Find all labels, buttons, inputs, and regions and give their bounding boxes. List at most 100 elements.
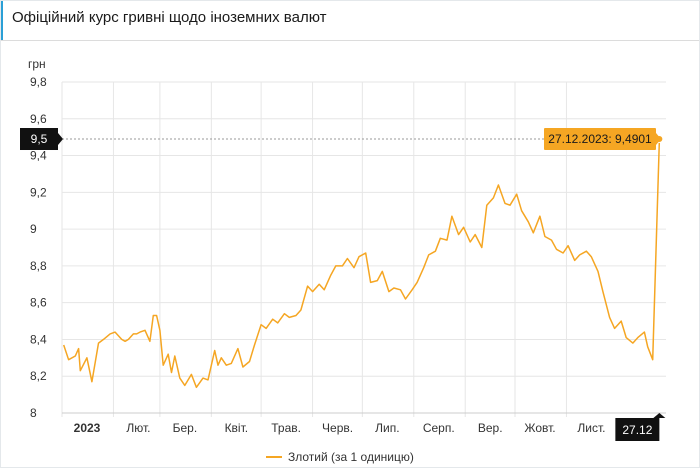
data-point[interactable] — [457, 233, 461, 237]
data-point[interactable] — [173, 354, 177, 358]
series-line-zloty[interactable] — [62, 138, 661, 389]
data-point[interactable] — [299, 308, 303, 312]
data-point[interactable] — [311, 290, 315, 294]
data-point[interactable] — [241, 365, 245, 369]
data-point[interactable] — [62, 343, 66, 347]
data-point[interactable] — [345, 257, 349, 261]
data-point[interactable] — [601, 290, 605, 294]
data-point[interactable] — [427, 253, 431, 257]
data-point[interactable] — [219, 356, 223, 360]
data-point[interactable] — [596, 269, 600, 273]
data-point[interactable] — [259, 323, 263, 327]
data-point[interactable] — [138, 330, 142, 334]
data-point[interactable] — [496, 183, 500, 187]
data-point[interactable] — [554, 247, 558, 251]
data-point[interactable] — [531, 231, 535, 235]
data-point[interactable] — [194, 385, 198, 389]
data-point[interactable] — [508, 203, 512, 207]
data-point[interactable] — [229, 361, 233, 365]
data-point[interactable] — [543, 234, 547, 238]
data-point[interactable] — [357, 255, 361, 259]
data-point[interactable] — [410, 288, 414, 292]
data-point[interactable] — [450, 214, 454, 218]
data-point[interactable] — [317, 282, 321, 286]
data-point[interactable] — [520, 209, 524, 213]
data-point[interactable] — [503, 201, 507, 205]
data-point[interactable] — [480, 246, 484, 250]
data-point[interactable] — [613, 326, 617, 330]
data-point[interactable] — [369, 280, 373, 284]
data-point[interactable] — [287, 315, 291, 319]
data-point[interactable] — [651, 358, 655, 362]
data-point[interactable] — [550, 238, 554, 242]
data-point[interactable] — [161, 363, 165, 367]
data-point[interactable] — [248, 360, 252, 364]
data-point[interactable] — [206, 378, 210, 382]
data-point[interactable] — [352, 266, 356, 270]
data-point[interactable] — [392, 286, 396, 290]
data-point[interactable] — [148, 339, 152, 343]
data-point[interactable] — [636, 336, 640, 340]
data-point[interactable] — [166, 352, 170, 356]
data-point[interactable] — [158, 328, 162, 332]
data-point[interactable] — [97, 341, 101, 345]
data-point[interactable] — [322, 288, 326, 292]
data-point[interactable] — [108, 332, 112, 336]
data-point[interactable] — [126, 337, 130, 341]
data-point[interactable] — [619, 319, 623, 323]
data-point[interactable] — [329, 273, 333, 277]
data-point[interactable] — [468, 240, 472, 244]
data-point[interactable] — [271, 317, 275, 321]
data-point[interactable] — [491, 196, 495, 200]
data-point[interactable] — [282, 312, 286, 316]
data-point[interactable] — [538, 214, 542, 218]
data-point[interactable] — [189, 372, 193, 376]
data-point[interactable] — [213, 348, 217, 352]
data-point[interactable] — [473, 233, 477, 237]
data-point[interactable] — [578, 253, 582, 257]
data-point[interactable] — [566, 244, 570, 248]
data-point[interactable] — [90, 380, 94, 384]
data-point[interactable] — [387, 290, 391, 294]
data-point[interactable] — [85, 356, 89, 360]
data-point[interactable] — [445, 238, 449, 242]
data-point[interactable] — [113, 330, 117, 334]
data-point[interactable] — [438, 236, 442, 240]
data-point[interactable] — [485, 203, 489, 207]
data-point[interactable] — [403, 297, 407, 301]
data-point[interactable] — [646, 345, 650, 349]
data-point[interactable] — [73, 354, 77, 358]
data-point[interactable] — [526, 220, 530, 224]
data-point[interactable] — [264, 326, 268, 330]
data-point[interactable] — [642, 330, 646, 334]
data-point[interactable] — [101, 337, 105, 341]
data-point[interactable] — [170, 371, 174, 375]
data-point[interactable] — [462, 225, 466, 229]
data-point[interactable] — [178, 376, 182, 380]
legend[interactable]: Злотий (за 1 одиницю) — [266, 450, 414, 464]
data-point[interactable] — [375, 279, 379, 283]
data-point[interactable] — [399, 288, 403, 292]
data-point[interactable] — [77, 347, 81, 351]
data-point[interactable] — [340, 264, 344, 268]
data-point[interactable] — [252, 343, 256, 347]
data-point[interactable] — [143, 328, 147, 332]
data-point[interactable] — [334, 264, 338, 268]
data-point[interactable] — [201, 376, 205, 380]
data-point[interactable] — [294, 314, 298, 318]
data-point[interactable] — [183, 383, 187, 387]
data-point[interactable] — [380, 269, 384, 273]
data-point[interactable] — [561, 251, 565, 255]
data-point[interactable] — [624, 336, 628, 340]
data-point[interactable] — [608, 315, 612, 319]
data-point[interactable] — [584, 249, 588, 253]
data-point[interactable] — [306, 284, 310, 288]
data-point[interactable] — [422, 266, 426, 270]
data-point[interactable] — [364, 251, 368, 255]
data-point[interactable] — [589, 255, 593, 259]
data-point[interactable] — [67, 358, 71, 362]
data-point[interactable] — [415, 280, 419, 284]
data-point[interactable] — [631, 341, 635, 345]
data-point[interactable] — [224, 363, 228, 367]
